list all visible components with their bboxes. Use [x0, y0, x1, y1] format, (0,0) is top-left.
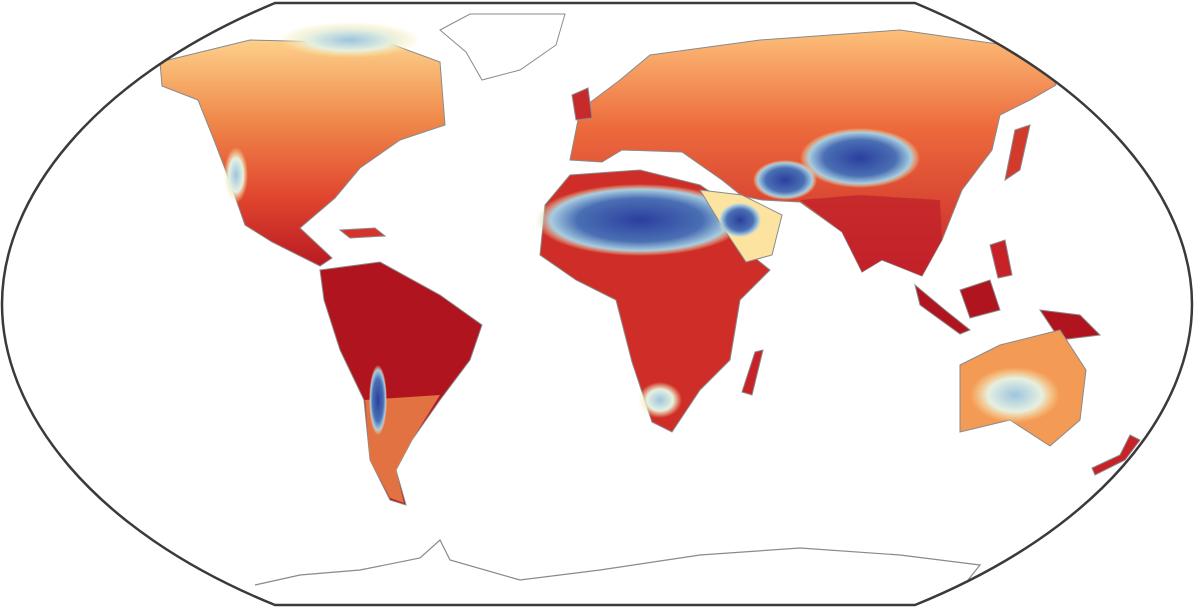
tibet: [800, 128, 920, 188]
iran-desert: [753, 160, 817, 200]
sumatra-java: [914, 283, 971, 335]
borneo: [959, 279, 1001, 319]
land-layer: [159, 13, 1141, 605]
greenland: [439, 13, 566, 81]
sahara: [535, 184, 745, 256]
new-zealand: [1091, 434, 1141, 476]
kalahari: [638, 382, 682, 418]
south-america: [319, 261, 483, 506]
japan: [1004, 124, 1031, 182]
atacama: [369, 365, 387, 435]
australia-interior: [970, 367, 1060, 423]
north-america: [159, 39, 446, 267]
arctic-canada: [280, 22, 420, 58]
us-west-dry: [224, 147, 248, 203]
philippines: [989, 239, 1013, 279]
antarctica: [254, 539, 982, 605]
caribbean: [338, 227, 387, 239]
arabia-desert: [718, 202, 762, 238]
madagascar: [741, 349, 764, 396]
british-isles: [571, 87, 593, 121]
south-asia: [800, 195, 942, 276]
